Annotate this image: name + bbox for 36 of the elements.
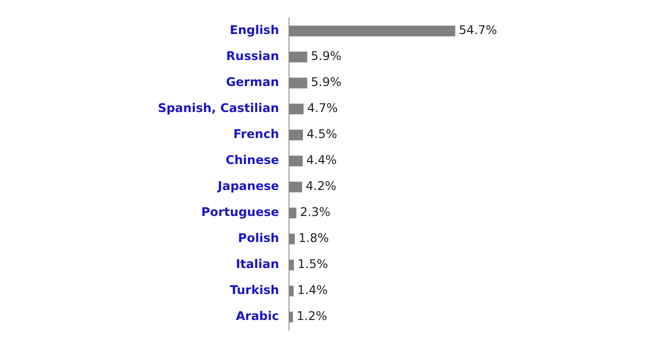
bar [289, 208, 296, 218]
y-tick-label: French [233, 127, 279, 142]
y-tick-label: Spanish, Castilian [158, 101, 279, 116]
data-label: 2.3% [300, 205, 330, 220]
data-label: 54.7% [458, 23, 498, 38]
bar [289, 130, 303, 140]
data-label: 5.9% [310, 75, 342, 90]
y-tick-label: Arabic [236, 309, 279, 324]
y-tick-label: Chinese [226, 153, 279, 168]
data-label: 4.5% [306, 127, 338, 142]
data-label: 4.2% [306, 179, 336, 194]
y-tick-label: Russian [226, 49, 279, 64]
bar [289, 104, 304, 114]
bar [289, 78, 308, 88]
y-tick-label: Polish [238, 231, 279, 246]
data-label: 4.7% [307, 101, 338, 116]
y-tick-label: German [226, 75, 279, 90]
bar [289, 52, 308, 62]
bar [289, 312, 293, 322]
bar [289, 156, 303, 166]
y-tick-label: Portuguese [201, 205, 279, 220]
data-label: 5.9% [310, 49, 342, 64]
data-label: 1.2% [296, 309, 328, 324]
data-label: 4.4% [306, 153, 337, 168]
bar [289, 26, 456, 36]
bar [289, 260, 294, 270]
y-tick-label: Japanese [216, 179, 279, 194]
bar [289, 182, 302, 192]
bar [289, 234, 295, 244]
y-tick-label: English [230, 23, 279, 38]
data-label: 1.5% [298, 257, 328, 272]
bar [289, 286, 294, 296]
y-tick-label: Italian [236, 257, 279, 272]
y-tick-label: Turkish [230, 283, 279, 298]
data-label: 1.8% [298, 231, 329, 246]
data-label: 1.4% [297, 283, 328, 298]
